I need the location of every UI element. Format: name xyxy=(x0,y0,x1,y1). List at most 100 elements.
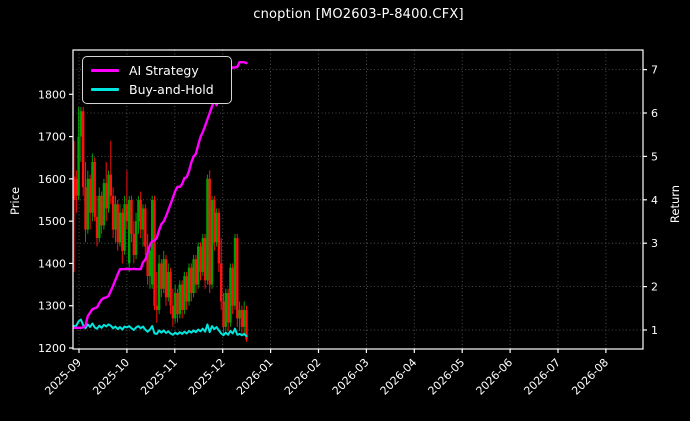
candle-body xyxy=(114,204,117,230)
x-tick-label: 2025-10 xyxy=(90,356,132,398)
x-tick-label: 2026-06 xyxy=(474,356,516,398)
candle-body xyxy=(98,195,101,239)
x-tick-label: 2026-03 xyxy=(330,356,372,398)
candle-body xyxy=(125,204,129,222)
candle-body xyxy=(213,200,216,243)
candle-body xyxy=(197,246,200,285)
return-tick-label: 4 xyxy=(651,194,658,207)
x-tick-label: 2026-07 xyxy=(521,356,563,398)
x-tick-label: 2026-01 xyxy=(234,356,276,398)
candle-body xyxy=(245,309,248,340)
candle-body xyxy=(155,305,158,310)
candle-body xyxy=(93,161,96,217)
candle-body xyxy=(134,221,138,255)
candle-body xyxy=(102,183,106,226)
price-tick-label: 1200 xyxy=(38,342,66,355)
x-tick-label: 2025-12 xyxy=(186,356,228,398)
candle-body xyxy=(144,208,147,247)
price-axis-label: Price xyxy=(8,186,22,216)
return-tick-label: 2 xyxy=(651,281,658,294)
x-tick-label: 2026-05 xyxy=(426,356,468,398)
price-tick-label: 1600 xyxy=(38,173,66,186)
candle-body xyxy=(84,187,87,230)
candle-body xyxy=(128,200,131,264)
price-tick-label: 1500 xyxy=(38,215,66,228)
candle-body xyxy=(148,250,152,277)
candle-body xyxy=(222,301,225,327)
candle-body xyxy=(217,212,221,264)
legend-item-buy-and-hold: Buy-and-Hold xyxy=(91,82,223,97)
candle-body xyxy=(199,246,202,272)
candle-body xyxy=(192,259,195,294)
x-tick-label: 2025-09 xyxy=(42,356,84,398)
ai-strategy-line-sample xyxy=(91,69,119,72)
candle-body xyxy=(109,174,112,196)
candle-body xyxy=(229,267,232,323)
price-tick-label: 1800 xyxy=(38,88,66,101)
candle-body xyxy=(220,263,223,302)
candle-body xyxy=(167,271,170,298)
candle-body xyxy=(190,267,193,294)
candle-body xyxy=(91,161,94,213)
candle-body xyxy=(210,200,214,285)
return-tick-label: 7 xyxy=(651,64,658,77)
candle-body xyxy=(236,238,239,319)
candle-body xyxy=(180,284,184,310)
candle-body xyxy=(137,200,140,222)
candle-body xyxy=(123,204,126,251)
x-tick-label: 2025-11 xyxy=(138,356,180,398)
candle-body xyxy=(224,293,227,327)
price-tick-label: 1700 xyxy=(38,131,66,144)
candle-body xyxy=(162,259,165,289)
candle-body xyxy=(160,263,163,289)
candle-body xyxy=(240,309,244,327)
candle-body xyxy=(72,176,76,201)
candle-body xyxy=(95,216,99,239)
return-tick-label: 1 xyxy=(651,324,658,337)
candle-body xyxy=(105,183,108,209)
candle-body xyxy=(178,284,181,315)
buy-and-hold-line xyxy=(73,318,248,338)
candle-body xyxy=(111,195,115,230)
candle-body xyxy=(231,267,234,306)
candle-body xyxy=(201,238,204,272)
candle-body xyxy=(164,259,168,298)
return-tick-label: 3 xyxy=(651,237,658,250)
legend: AI Strategy Buy-and-Hold xyxy=(82,56,232,104)
candle-body xyxy=(75,178,78,196)
candle-body xyxy=(139,200,142,230)
candle-body xyxy=(176,293,179,315)
candle-body xyxy=(203,238,207,281)
candle-body xyxy=(88,178,92,213)
candle-body xyxy=(121,212,124,251)
candle-body xyxy=(185,276,188,302)
x-tick-label: 2026-02 xyxy=(282,356,324,398)
candle-body xyxy=(157,263,161,310)
return-tick-label: 5 xyxy=(651,150,658,163)
candle-body xyxy=(174,293,177,319)
buy-and-hold-line-sample xyxy=(91,88,119,91)
candle-body xyxy=(153,200,156,306)
candle-body xyxy=(169,271,172,306)
candle-body xyxy=(77,136,80,196)
legend-item-ai-strategy: AI Strategy xyxy=(91,63,223,78)
candle-body xyxy=(107,174,110,209)
candle-body xyxy=(187,267,191,302)
candle-body xyxy=(226,293,230,323)
candle-body xyxy=(79,111,83,137)
candle-body xyxy=(194,259,198,285)
candle-body xyxy=(141,208,145,230)
candle-body xyxy=(100,195,103,226)
candle-body xyxy=(132,233,135,255)
chart-title: cnoption [MO2603-P-8400.CFX] xyxy=(253,7,464,22)
candle-body xyxy=(208,178,211,285)
price-tick-label: 1300 xyxy=(38,300,66,313)
candle-body xyxy=(86,178,89,230)
candle-body xyxy=(118,212,122,243)
candle-body xyxy=(146,246,149,277)
candle-body xyxy=(116,204,119,243)
candle-body xyxy=(130,200,133,234)
candle-body xyxy=(206,178,209,281)
candle-body xyxy=(243,309,246,327)
